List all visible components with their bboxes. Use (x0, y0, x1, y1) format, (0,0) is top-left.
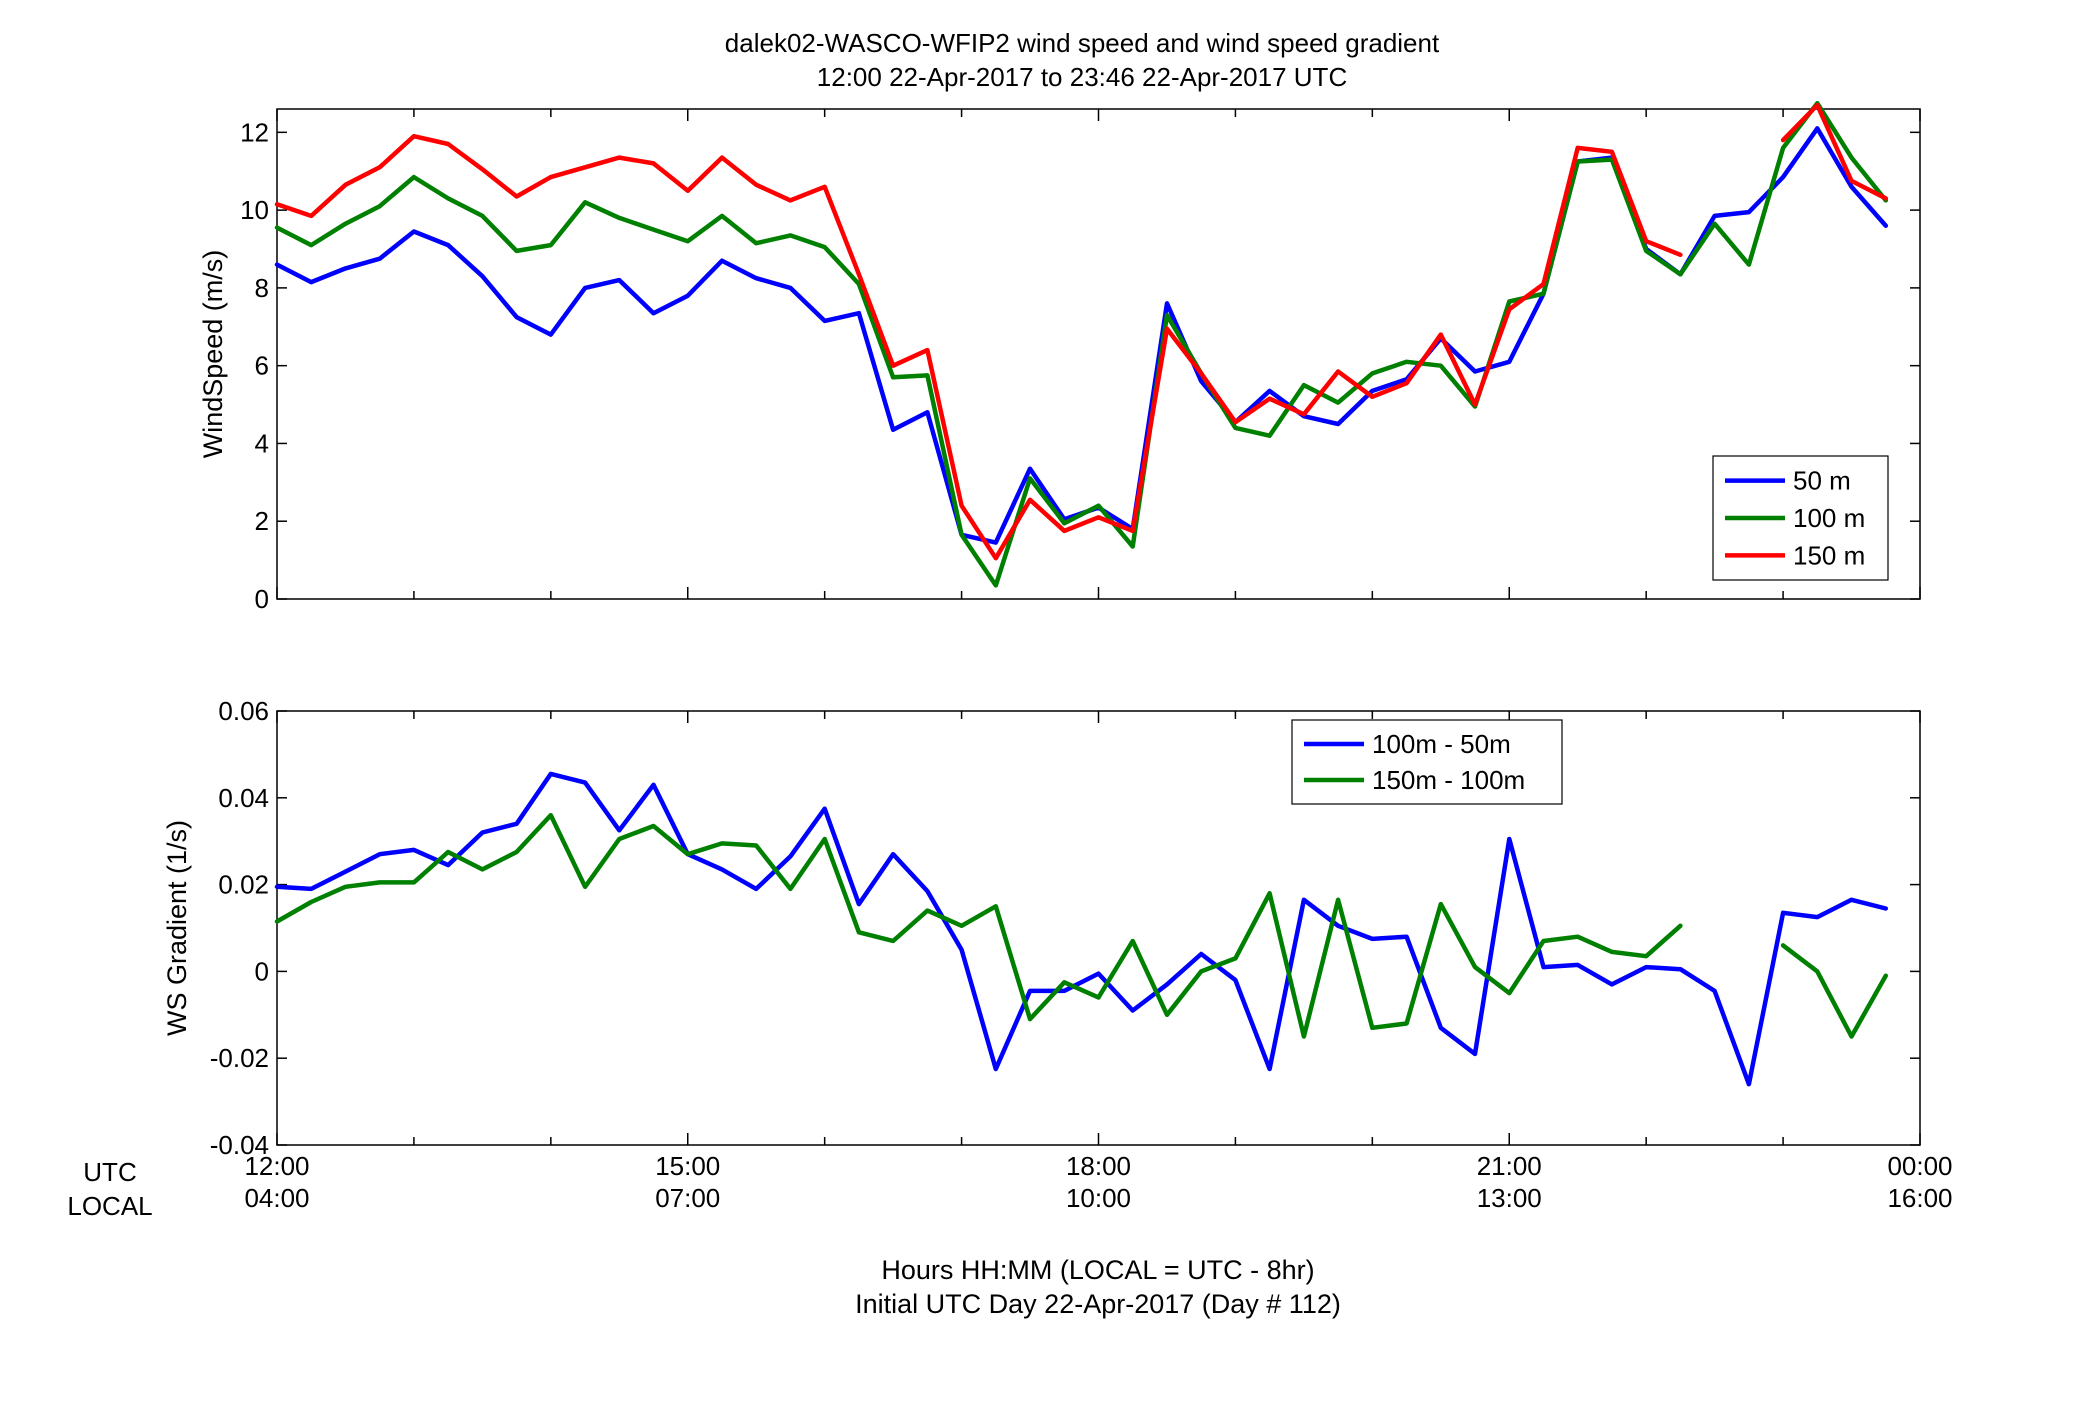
gradient-y-ticks: -0.04 -0.02 0 0.02 0.04 0.06 (210, 696, 1920, 1160)
gradient-series-100m-50m (274, 771, 1889, 1087)
gradient-legend: 100m - 50m 150m - 100m (1291, 719, 1563, 805)
wind-speed-ytick-label: 12 (240, 117, 269, 147)
gradient-series-150m-100m (1780, 943, 1889, 1039)
utc-tick-label: 00:00 (1887, 1151, 1952, 1181)
gradient-ytick-label: 0.02 (218, 870, 269, 900)
gradient-series (274, 771, 1889, 1087)
wind-speed-legend: 50 m 100 m 150 m (1712, 455, 1889, 581)
wind-speed-panel: 0 2 4 6 8 10 12 WindSpeed (m/s) 50 m 100 m 150 m (198, 100, 1921, 614)
local-tick-label: 07:00 (655, 1183, 720, 1213)
local-row-label: LOCAL (67, 1191, 152, 1221)
wind-speed-x-ticks (276, 109, 1921, 599)
wind-speed-ytick-label: 6 (255, 351, 269, 381)
wind-speed-y-label: WindSpeed (m/s) (198, 250, 228, 459)
wind-speed-series (274, 100, 1889, 588)
utc-row-label: UTC (83, 1157, 136, 1187)
utc-tick-label: 21:00 (1477, 1151, 1542, 1181)
gradient-panel: -0.04 -0.02 0 0.02 0.04 0.06 WS Gradient (1/s… (162, 696, 1921, 1160)
wind-speed-ytick-label: 4 (255, 428, 269, 458)
utc-tick-label: 18:00 (1066, 1151, 1131, 1181)
wind-speed-legend-label-150-m: 150 m (1793, 540, 1865, 570)
local-tick-label: 16:00 (1887, 1183, 1952, 1213)
wind-speed-y-ticks: 0 2 4 6 8 10 12 (240, 117, 1920, 614)
wind-speed-ytick-label: 10 (240, 195, 269, 225)
gradient-ytick-label: -0.02 (210, 1043, 269, 1073)
wind-speed-plot-area (276, 108, 1921, 600)
wind-speed-legend-label-50-m: 50 m (1793, 466, 1851, 496)
gradient-legend-label-150m-100m: 150m - 100m (1372, 765, 1525, 795)
gradient-ytick-label: 0.06 (218, 696, 269, 726)
figure-title-line-1: dalek02-WASCO-WFIP2 wind speed and wind … (725, 28, 1440, 58)
local-tick-label: 10:00 (1066, 1183, 1131, 1213)
gradient-ytick-label: 0.04 (218, 783, 269, 813)
gradient-x-ticks (276, 711, 1921, 1145)
figure-title-line-2: 12:00 22-Apr-2017 to 23:46 22-Apr-2017 U… (817, 62, 1347, 92)
gradient-legend-label-100m-50m: 100m - 50m (1372, 729, 1511, 759)
gradient-plot-area (276, 710, 1921, 1146)
utc-tick-label: 12:00 (244, 1151, 309, 1181)
wind-speed-series-150-m (274, 133, 1683, 561)
gradient-ytick-label: 0 (255, 956, 269, 986)
gradient-series-150m-100m (274, 812, 1683, 1039)
x-axis-label-line-1: Hours HH:MM (LOCAL = UTC - 8hr) (881, 1255, 1314, 1285)
local-tick-label: 04:00 (244, 1183, 309, 1213)
wind-speed-ytick-label: 0 (255, 584, 269, 614)
gradient-ytick-label: -0.04 (210, 1130, 269, 1160)
wind-speed-ytick-label: 2 (255, 506, 269, 536)
utc-tick-label: 15:00 (655, 1151, 720, 1181)
gradient-y-label: WS Gradient (1/s) (162, 820, 192, 1036)
wind-speed-ytick-label: 8 (255, 273, 269, 303)
gradient-legend-box (1291, 719, 1563, 805)
local-tick-label: 13:00 (1477, 1183, 1542, 1213)
wind-speed-series-100-m (274, 100, 1889, 588)
wind-speed-series-150-m (1780, 102, 1889, 201)
x-axis-label-line-2: Initial UTC Day 22-Apr-2017 (Day # 112) (855, 1289, 1341, 1319)
wind-speed-legend-label-100-m: 100 m (1793, 503, 1865, 533)
